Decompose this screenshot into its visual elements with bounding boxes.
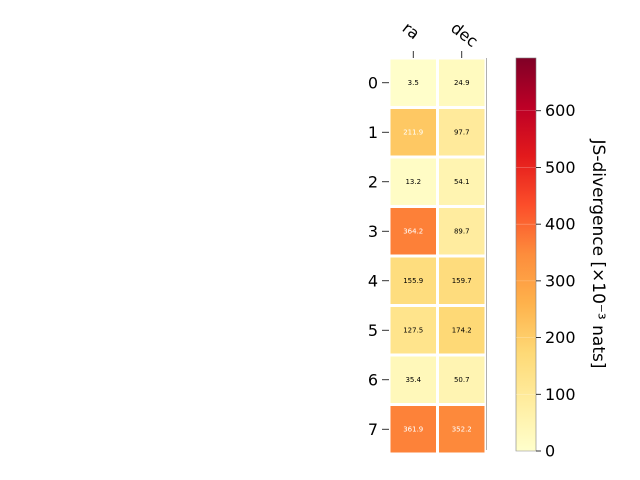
y-tick-label: 3 <box>368 222 378 241</box>
colorbar-tick-label: 500 <box>545 158 576 177</box>
y-tick-label: 2 <box>368 172 378 191</box>
y-tick-label: 6 <box>368 370 378 389</box>
x-tick-label: dec <box>447 18 481 51</box>
heatmap-cell <box>439 356 485 403</box>
x-tick-label: ra <box>399 18 424 43</box>
heatmap-cell <box>390 356 436 403</box>
heatmap-cell <box>439 158 485 205</box>
colorbar-tick-label: 0 <box>545 442 555 461</box>
heatmap-cell <box>390 59 436 106</box>
heatmap-cell <box>439 59 485 106</box>
y-tick-label: 4 <box>368 271 378 290</box>
colorbar: 0 100 200 300 400 500 600 JS-divergence [×10⁻³… <box>515 57 608 461</box>
heatmap-cell <box>390 158 436 205</box>
y-tick-label: 1 <box>368 123 378 142</box>
colorbar-tick-label: 300 <box>545 271 576 290</box>
colorbar-label: JS-divergence [×10⁻³ nats] <box>588 139 608 369</box>
cell-value-label: 97.7 <box>454 128 470 136</box>
cell-value-label: 364.2 <box>403 227 423 235</box>
colorbar-tick-label: 600 <box>545 101 576 120</box>
cell-value-label: 174.2 <box>452 326 472 334</box>
heatmap-cell <box>439 109 485 156</box>
cell-value-label: 35.4 <box>405 376 421 384</box>
heatmap-cell <box>439 406 485 453</box>
colorbar-tick-label: 200 <box>545 328 576 347</box>
colorbar-gradient <box>515 57 537 452</box>
cell-value-label: 211.9 <box>403 128 423 136</box>
heatmap-cell <box>439 257 485 304</box>
cell-value-label: 159.7 <box>452 277 472 285</box>
cell-value-label: 89.7 <box>454 227 470 235</box>
cell-value-label: 50.7 <box>454 376 470 384</box>
cell-value-label: 127.5 <box>403 326 423 334</box>
heatmap-cell <box>390 307 436 354</box>
colorbar-tick-label: 400 <box>545 215 576 234</box>
cell-value-label: 24.9 <box>454 79 470 87</box>
heatmap-cell <box>390 406 436 453</box>
cell-value-label: 13.2 <box>405 178 421 186</box>
cell-value-label: 3.5 <box>408 79 419 87</box>
heatmap-cell <box>439 208 485 255</box>
y-tick-label: 7 <box>368 420 378 439</box>
heatmap-cell <box>439 307 485 354</box>
heatmap-cell <box>390 257 436 304</box>
heatmap-cells: 3.5 24.9 211.9 97.7 13.2 54.1 364.2 89.7 155.9 15… <box>390 59 485 453</box>
y-axis: 0 1 2 3 4 5 6 7 <box>368 73 389 439</box>
heatmap-cell <box>390 109 436 156</box>
heatmap-cell <box>390 208 436 255</box>
cell-value-label: 155.9 <box>403 277 423 285</box>
cell-value-label: 54.1 <box>454 178 470 186</box>
y-tick-label: 0 <box>368 73 378 92</box>
cell-value-label: 361.9 <box>403 425 423 433</box>
x-axis: ra dec <box>399 18 482 58</box>
colorbar-ticks: 0 100 200 300 400 500 600 <box>516 101 576 461</box>
y-tick-label: 5 <box>368 321 378 340</box>
cell-value-label: 352.2 <box>452 425 472 433</box>
colorbar-tick-label: 100 <box>545 385 576 404</box>
